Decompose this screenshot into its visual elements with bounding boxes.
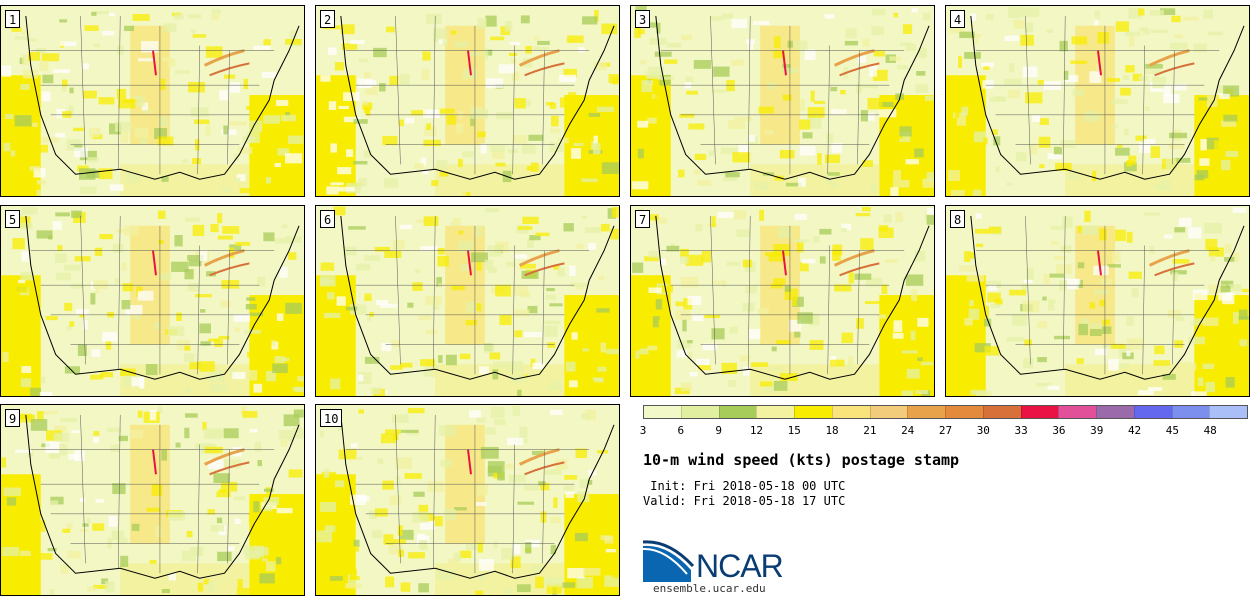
colorbar-tick-label: 12: [749, 424, 764, 437]
colorbar-swatch: [1171, 406, 1210, 418]
member-number: 2: [320, 10, 336, 28]
map-panel: 2: [315, 5, 620, 197]
colorbar-swatch: [794, 406, 832, 418]
member-number: 8: [950, 210, 966, 228]
wind-speed-map: [1, 6, 304, 196]
wind-speed-map: [316, 206, 619, 396]
ncar-logo-icon: [643, 540, 695, 582]
colorbar-swatch: [831, 406, 870, 418]
member-number: 10: [320, 409, 343, 427]
wind-speed-map: [1, 206, 304, 396]
colorbar-tick-label: 15: [787, 424, 801, 437]
colorbar-tick-label: 39: [1090, 424, 1104, 437]
member-number: 1: [5, 10, 21, 28]
member-number: 6: [320, 210, 336, 228]
colorbar-tick-label: 36: [1052, 424, 1066, 437]
colorbar-swatch: [1020, 406, 1059, 418]
colorbar-tick-label: 21: [863, 424, 877, 437]
colorbar-ticks: 3 6 9 12 15 18 21 24 27 30 33 36 39 42 45 48: [639, 424, 1248, 438]
wind-speed-map: [316, 6, 619, 196]
colorbar-swatch: [907, 406, 945, 418]
member-number: 9: [5, 409, 21, 427]
colorbar-tick-label: 18: [825, 424, 839, 437]
map-panel: 8: [945, 205, 1250, 397]
colorbar-swatch: [869, 406, 908, 418]
init-time: Init: Fri 2018-05-18 00 UTC: [643, 479, 846, 493]
member-number: 3: [635, 10, 651, 28]
wind-speed-map: [316, 405, 619, 595]
wind-speed-map: [631, 6, 934, 196]
colorbar-swatch: [982, 406, 1021, 418]
wind-speed-map: [946, 206, 1249, 396]
colorbar-swatch: [1058, 406, 1096, 418]
colorbar-tick-label: 33: [1014, 424, 1028, 437]
colorbar-swatch: [1133, 406, 1172, 418]
site-url: ensemble.ucar.edu: [653, 582, 766, 595]
map-panel: 9: [0, 404, 305, 596]
wind-speed-map: [946, 6, 1249, 196]
colorbar-swatch: [756, 406, 794, 418]
colorbar-tick-label: 30: [976, 424, 990, 437]
map-panel: 5: [0, 205, 305, 397]
colorbar-tick-label: 45: [1165, 424, 1179, 437]
map-panel: 1: [0, 5, 305, 197]
colorbar-tick-label: 3: [639, 424, 647, 437]
map-panel: 10: [315, 404, 620, 596]
colorbar-swatch: [1096, 406, 1134, 418]
colorbar-swatch: [718, 406, 757, 418]
colorbar-tick-label: 48: [1203, 424, 1217, 437]
plot-title: 10-m wind speed (kts) postage stamp: [643, 451, 960, 469]
wind-speed-map: [1, 405, 304, 595]
member-number: 5: [5, 210, 21, 228]
map-panel: 4: [945, 5, 1250, 197]
map-panel: 7: [630, 205, 935, 397]
colorbar-swatch: [680, 406, 719, 418]
colorbar-tick-label: 27: [938, 424, 953, 437]
colorbar-tick-label: 42: [1127, 424, 1142, 437]
colorbar-swatch: [644, 406, 681, 418]
map-panel: 3: [630, 5, 935, 197]
valid-time: Valid: Fri 2018-05-18 17 UTC: [643, 494, 846, 508]
colorbar-tick-label: 24: [901, 424, 915, 437]
colorbar-swatch: [945, 406, 983, 418]
member-number: 7: [635, 210, 651, 228]
map-panel: 6: [315, 205, 620, 397]
logo-text: NCAR: [696, 548, 784, 584]
colorbar-tick-label: 9: [715, 424, 722, 437]
colorbar-tick-label: 6: [677, 424, 685, 437]
wind-speed-map: [631, 206, 934, 396]
colorbar-swatch: [1209, 406, 1247, 418]
colorbar: [643, 405, 1248, 419]
member-number: 4: [950, 10, 966, 28]
